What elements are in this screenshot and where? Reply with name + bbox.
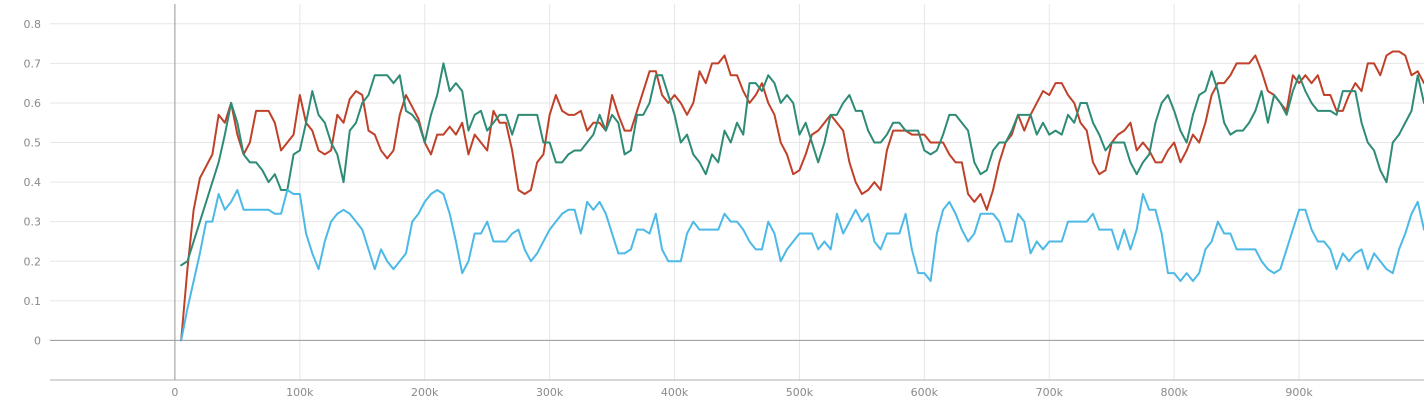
y-tick-label: 0.8 (24, 18, 42, 31)
x-tick-label: 300k (536, 386, 564, 399)
tick-labels: 0 0.1 0.2 0.3 0.4 0.5 0.6 0.7 0.8 0 100k 200k 300k 40… (24, 18, 1314, 399)
y-tick-label: 0.3 (24, 216, 42, 229)
x-tick-label: 900k (1285, 386, 1313, 399)
y-tick-label: 0.5 (24, 137, 42, 150)
x-tick-label: 400k (661, 386, 689, 399)
x-tick-label: 500k (786, 386, 814, 399)
y-tick-label: 0.4 (24, 176, 42, 189)
y-tick-label: 0.7 (24, 57, 42, 70)
grid (50, 4, 1424, 380)
series-line-2 (180, 62, 1424, 267)
y-tick-label: 0.2 (24, 255, 42, 268)
x-tick-label: 0 (171, 386, 178, 399)
x-tick-label: 800k (1160, 386, 1188, 399)
series-lines (180, 50, 1424, 342)
series-line-3 (180, 189, 1424, 342)
y-tick-label: 0 (34, 334, 41, 347)
series-line-1 (180, 50, 1424, 342)
x-tick-label: 100k (286, 386, 314, 399)
y-tick-label: 0.1 (24, 295, 42, 308)
x-tick-label: 200k (411, 386, 439, 399)
axes (50, 4, 1424, 381)
x-tick-label: 700k (1036, 386, 1064, 399)
x-tick-label: 600k (911, 386, 939, 399)
y-tick-label: 0.6 (24, 97, 42, 110)
